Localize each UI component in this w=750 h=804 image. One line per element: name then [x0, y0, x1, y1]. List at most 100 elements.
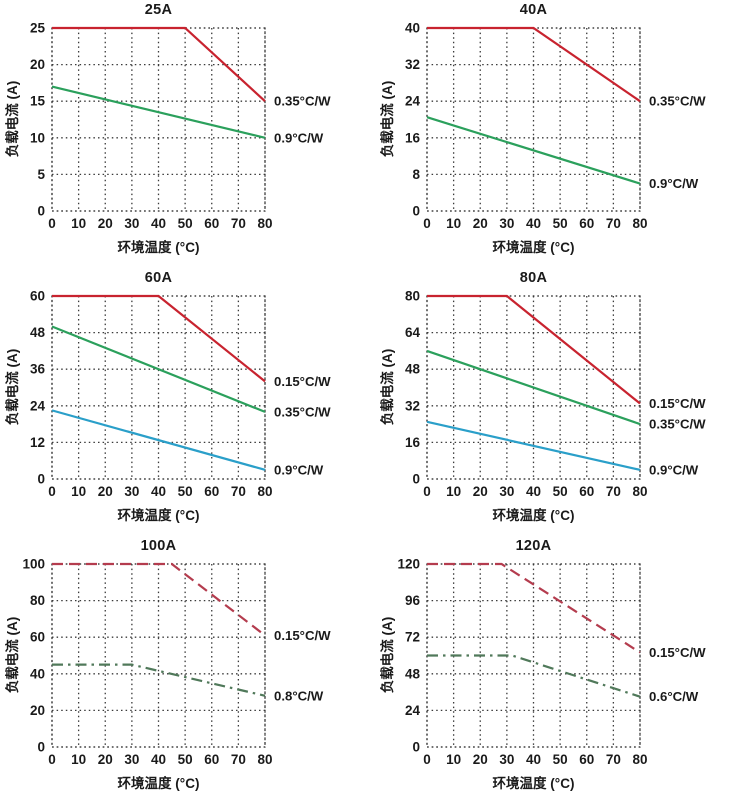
series-label: 0.8°C/W: [274, 688, 324, 703]
y-tick-label: 12: [30, 435, 45, 450]
y-tick-label: 48: [30, 325, 46, 340]
x-tick-label: 20: [98, 484, 113, 499]
y-tick-label: 15: [30, 94, 46, 109]
series-line: [427, 654, 641, 698]
y-tick-label: 96: [405, 593, 421, 608]
x-tick-label: 50: [553, 216, 568, 231]
chart-100a: 100A 负载电流 (A) 0 10 20 30 40 50 60 70 80 0 20 40 60 80…: [0, 536, 375, 804]
y-tick-label: 16: [405, 130, 421, 145]
series-line: [427, 294, 641, 405]
x-tick-label: 10: [71, 752, 86, 767]
plot-area-25a: 0 10 20 30 40 50 60 70 80 0 5 10 15 20 25 0.35°C/W 0.9°C…: [30, 21, 331, 232]
plot-area-80a: 0 10 20 30 40 50 60 70 80 0 16 32 48 64 80 0.15°C/W 0.35…: [405, 289, 706, 500]
x-tick-label: 30: [499, 484, 514, 499]
x-tick-label: 60: [579, 752, 594, 767]
plot-border: [51, 295, 266, 480]
y-tick-label: 80: [405, 289, 420, 304]
y-axis-label: 负载电流 (A): [5, 80, 20, 158]
x-tick-label: 40: [526, 484, 541, 499]
x-tick-label: 20: [98, 216, 113, 231]
series-label: 0.9°C/W: [274, 462, 324, 477]
x-tick-label: 30: [124, 752, 139, 767]
x-tick-label: 70: [606, 216, 621, 231]
y-tick-label: 48: [405, 362, 421, 377]
x-tick-label: 10: [446, 216, 461, 231]
x-tick-label: 50: [553, 752, 568, 767]
y-tick-label: 80: [30, 593, 45, 608]
x-tick-label: 60: [204, 484, 219, 499]
series-line: [51, 325, 266, 413]
y-tick-label: 8: [412, 167, 420, 182]
x-tick-label: 0: [423, 484, 431, 499]
x-tick-label: 0: [48, 752, 56, 767]
plot-border: [426, 295, 641, 480]
x-tick-label: 80: [257, 752, 272, 767]
y-tick-label: 48: [405, 666, 421, 681]
chart-80a: 80A 负载电流 (A) 0 10 20 30 40 50 60 70 80 0 16 32 48 64 8…: [375, 268, 750, 536]
series-label: 0.15°C/W: [274, 628, 331, 643]
x-tick-label: 0: [48, 484, 56, 499]
chart-title-120a: 120A: [515, 538, 552, 554]
y-tick-label: 0: [37, 204, 45, 219]
y-tick-label: 0: [37, 472, 45, 487]
x-tick-label: 30: [499, 216, 514, 231]
x-tick-label: 70: [231, 484, 246, 499]
y-tick-label: 60: [30, 289, 45, 304]
y-tick-label: 32: [405, 57, 420, 72]
y-tick-label: 120: [397, 557, 420, 572]
series-label: 0.15°C/W: [274, 374, 331, 389]
x-tick-label: 60: [579, 216, 594, 231]
y-tick-label: 24: [405, 94, 421, 109]
x-tick-label: 20: [98, 752, 113, 767]
series-line: [426, 116, 641, 185]
x-axis-label: 环境温度 (°C): [117, 776, 200, 791]
y-axis-label: 负载电流 (A): [380, 80, 395, 158]
y-tick-label: 10: [30, 130, 45, 145]
plot-area-40a: 0 10 20 30 40 50 60 70 80 0 8 16 24 32 40 0.35°C/W 0.9°C…: [405, 21, 706, 232]
y-tick-label: 24: [30, 398, 46, 413]
x-tick-label: 40: [151, 484, 166, 499]
x-tick-label: 80: [632, 216, 647, 231]
x-tick-label: 50: [178, 752, 193, 767]
y-tick-label: 20: [30, 57, 45, 72]
x-tick-label: 30: [499, 752, 514, 767]
series-line: [52, 663, 266, 697]
y-axis-label: 负载电流 (A): [380, 348, 395, 426]
x-axis-label: 环境温度 (°C): [492, 508, 575, 523]
chart-title-25a: 25A: [144, 2, 173, 18]
x-tick-label: 70: [231, 216, 246, 231]
chart-25a: 25A 负载电流 (A) 0 10 20 30 40 50 60 70 80 0 5 10 15 20 25…: [0, 0, 375, 268]
x-tick-label: 0: [423, 752, 431, 767]
x-axis-label: 环境温度 (°C): [117, 240, 200, 255]
y-tick-label: 20: [30, 703, 45, 718]
y-tick-label: 100: [22, 557, 45, 572]
series-label: 0.35°C/W: [649, 94, 706, 109]
chart-40a: 40A 负载电流 (A) 0 10 20 30 40 50 60 70 80 0 8 16 24 32 40…: [375, 0, 750, 268]
series-label: 0.15°C/W: [649, 645, 706, 660]
series-label: 0.35°C/W: [274, 404, 331, 419]
x-tick-label: 20: [473, 216, 488, 231]
x-tick-label: 30: [124, 484, 139, 499]
plot-border: [426, 27, 641, 212]
series-label: 0.35°C/W: [274, 94, 331, 109]
series-line: [51, 85, 266, 139]
x-tick-label: 80: [257, 216, 272, 231]
series-line: [427, 562, 641, 654]
y-axis-label: 负载电流 (A): [5, 616, 20, 694]
x-tick-label: 80: [632, 484, 647, 499]
y-tick-label: 25: [30, 21, 46, 36]
chart-title-80a: 80A: [519, 270, 548, 286]
y-axis-label: 负载电流 (A): [5, 348, 20, 426]
x-tick-label: 60: [204, 216, 219, 231]
x-tick-label: 80: [632, 752, 647, 767]
series-line: [427, 26, 641, 103]
y-tick-label: 0: [412, 740, 420, 755]
x-tick-label: 80: [257, 484, 272, 499]
x-tick-label: 0: [48, 216, 56, 231]
series-line: [52, 26, 266, 103]
x-tick-label: 20: [473, 752, 488, 767]
y-tick-label: 24: [405, 703, 421, 718]
y-tick-label: 40: [405, 21, 420, 36]
